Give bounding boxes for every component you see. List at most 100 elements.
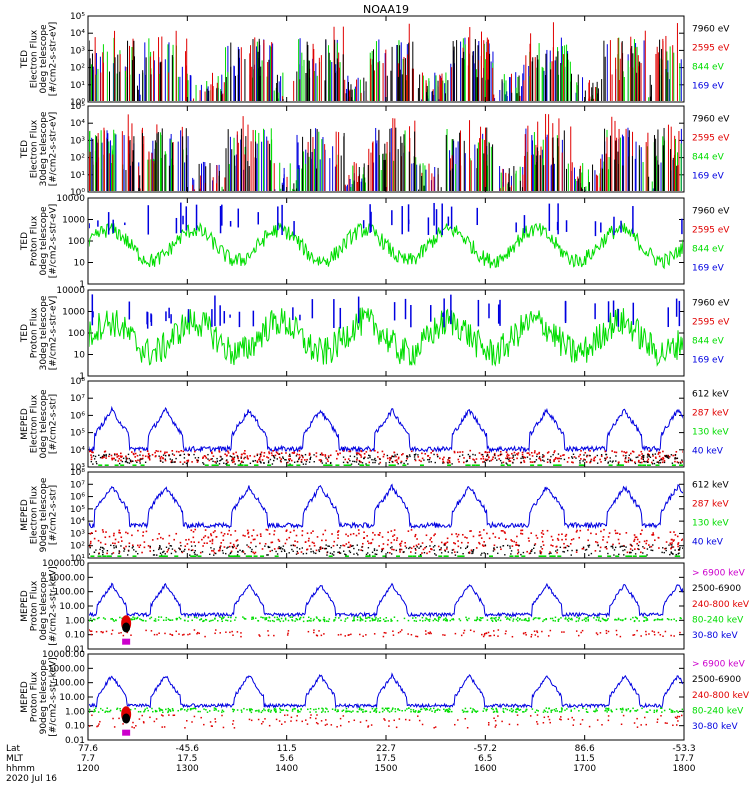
data-point <box>513 451 516 454</box>
data-point <box>438 555 443 557</box>
data-point <box>138 546 141 548</box>
data-point <box>375 616 377 619</box>
data-point <box>631 549 634 552</box>
data-point <box>542 555 547 557</box>
data-point <box>192 707 194 710</box>
data-point <box>105 453 107 456</box>
series-240-800-keV <box>89 629 681 638</box>
data-point <box>296 541 299 543</box>
data-point <box>554 616 557 619</box>
data-point <box>461 533 464 536</box>
data-point <box>417 456 420 458</box>
data-point <box>186 720 188 722</box>
data-point <box>236 631 239 633</box>
data-point <box>670 709 673 712</box>
data-point <box>379 619 382 622</box>
data-point <box>183 461 186 464</box>
data-point <box>423 551 426 554</box>
data-point <box>536 631 539 634</box>
data-point <box>518 618 521 621</box>
y-axis-label: MEPEDProton Flux0deg telescope[#/cm2-s-s… <box>20 566 59 645</box>
data-point <box>342 461 345 464</box>
data-point <box>579 529 582 532</box>
data-point <box>637 548 639 550</box>
y-axis-label: TEDElectron Flux0deg telescope[#/cm2-s-s… <box>20 22 59 97</box>
data-point <box>659 451 661 454</box>
data-point <box>212 460 214 463</box>
data-point <box>190 549 193 552</box>
data-point <box>521 456 524 458</box>
data-point <box>547 451 550 453</box>
data-point <box>178 547 180 549</box>
data-point <box>469 629 472 631</box>
data-point <box>387 531 389 534</box>
data-point <box>327 460 329 463</box>
legend-entry: 7960 eV <box>692 206 730 216</box>
data-point <box>578 710 580 712</box>
data-point <box>617 538 620 541</box>
data-point <box>397 708 399 711</box>
data-point <box>401 453 403 456</box>
data-point <box>232 459 235 461</box>
data-point <box>444 617 447 619</box>
data-point <box>265 617 268 619</box>
data-point <box>493 548 495 550</box>
data-point <box>193 453 195 456</box>
data-point <box>443 544 445 546</box>
data-point <box>633 634 636 636</box>
data-point <box>536 723 539 725</box>
data-point <box>231 708 234 711</box>
data-point <box>171 707 174 710</box>
data-point <box>242 549 244 552</box>
data-point <box>165 546 168 548</box>
data-point <box>410 529 413 531</box>
data-point <box>631 459 633 462</box>
data-point <box>170 545 173 547</box>
data-point <box>663 461 666 464</box>
data-point <box>306 458 308 461</box>
data-point <box>256 460 259 462</box>
data-point <box>608 532 611 534</box>
data-point <box>493 547 495 549</box>
data-point <box>249 709 251 712</box>
data-point <box>123 547 125 549</box>
data-point <box>234 619 236 621</box>
data-point <box>523 459 525 462</box>
data-point <box>463 629 466 632</box>
data-point <box>536 630 538 632</box>
data-point <box>396 537 399 539</box>
data-point <box>596 709 598 712</box>
data-point <box>521 451 524 454</box>
data-point <box>337 634 340 636</box>
data-point <box>120 536 123 539</box>
data-point <box>679 464 683 466</box>
data-point <box>232 543 235 546</box>
data-point <box>104 618 106 620</box>
data-point <box>268 616 271 619</box>
data-point <box>297 709 299 712</box>
data-point <box>367 457 369 459</box>
data-point <box>564 618 567 620</box>
data-point <box>475 619 478 622</box>
data-point <box>230 550 233 553</box>
data-point <box>178 616 181 619</box>
data-point <box>173 549 176 552</box>
data-point <box>653 709 656 712</box>
data-point <box>237 544 239 546</box>
data-point <box>600 461 602 463</box>
data-point <box>220 531 223 534</box>
data-point <box>647 453 649 455</box>
data-point <box>648 455 650 457</box>
data-point <box>169 633 171 635</box>
data-point <box>485 459 488 462</box>
data-point <box>656 618 659 620</box>
data-point <box>250 711 253 714</box>
data-point <box>508 458 510 460</box>
data-point <box>268 452 271 455</box>
data-point <box>486 458 489 461</box>
data-point <box>534 552 536 554</box>
data-point <box>330 461 332 464</box>
data-point <box>267 619 270 622</box>
data-point <box>516 457 518 460</box>
data-point <box>472 552 474 554</box>
